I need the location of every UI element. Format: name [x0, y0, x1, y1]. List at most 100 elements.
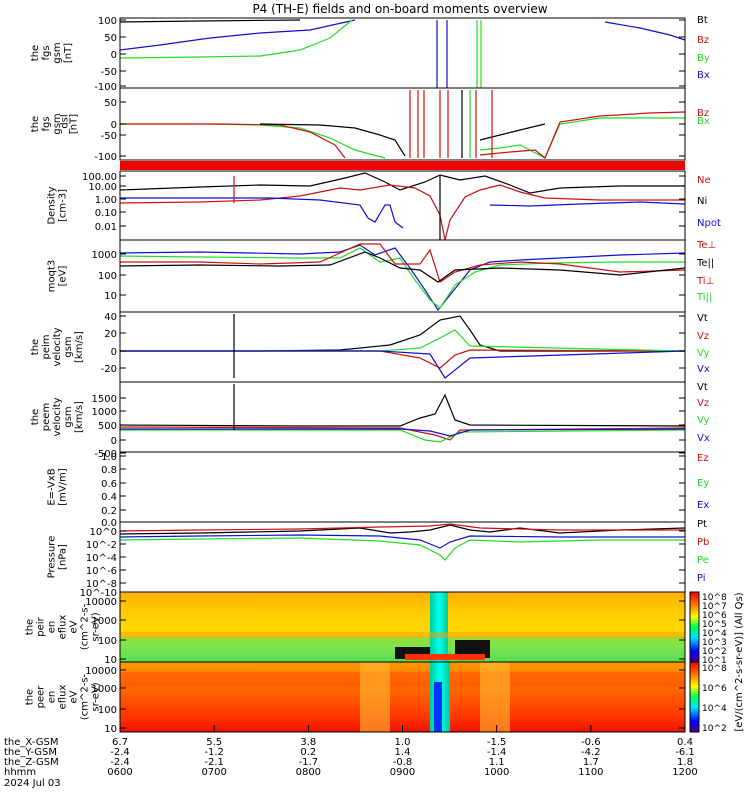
series-bt — [119, 19, 301, 23]
colorbar-tick-label: 10^1 — [702, 656, 727, 666]
y-axis-label: [nPa] — [58, 544, 69, 570]
series-bz — [479, 111, 686, 159]
y-tick-label: 10000 — [85, 597, 117, 608]
y-axis-label: gsm — [63, 406, 74, 427]
y-tick-label: 10 — [104, 291, 117, 302]
colorbar-electron — [689, 661, 700, 733]
series-bx — [120, 123, 386, 159]
series-vt — [120, 315, 685, 352]
y-axis-label: sr-eV) — [91, 682, 102, 711]
ephemeris-value: -0.6 — [581, 737, 601, 748]
y-tick-label: 0.8 — [101, 465, 117, 476]
legend-entry: Pb — [697, 537, 709, 548]
y-tick-label: 10^0 — [90, 527, 117, 538]
ephemeris-value: -4.2 — [581, 747, 601, 758]
ephemeris-value: 0900 — [390, 767, 415, 778]
ephemeris-value: 1.4 — [395, 747, 411, 758]
series-pb — [119, 523, 685, 532]
y-axis-label: gsm — [63, 336, 74, 357]
y-axis-label: [cm-3] — [58, 189, 69, 222]
ephemeris-row-label: the_Z-GSM — [4, 757, 59, 768]
y-tick-label: 10.00 — [88, 182, 117, 193]
legend-entry: Vz — [697, 398, 709, 409]
ephemeris-value: 1200 — [672, 767, 697, 778]
series-ti-perp — [119, 244, 686, 312]
y-tick-label: -100 — [94, 152, 117, 163]
traces — [119, 19, 686, 561]
ion-spectrogram-orange-band — [120, 632, 685, 638]
y-axis-label: the — [25, 619, 36, 635]
panels — [120, 161, 685, 732]
y-tick-label: 1.0 — [101, 452, 117, 463]
y-axis-label: moqt3 — [47, 260, 58, 293]
y-tick-label: 10^-2 — [86, 540, 117, 551]
ion-spectrogram-red-band — [405, 654, 485, 660]
y-axis-label: [nT] — [69, 114, 80, 134]
series-te-par — [119, 251, 686, 283]
y-tick-label: 10^-10 — [80, 588, 117, 599]
ephemeris-value: -0.8 — [393, 757, 413, 768]
legend-entry: Te⊥ — [696, 240, 716, 251]
series-npot — [489, 201, 686, 207]
colorbars: 10^810^710^610^510^410^310^210^110^810^6… — [689, 591, 745, 734]
series-vx — [120, 428, 686, 437]
y-axis-label: the — [30, 409, 41, 425]
y-axis-label: en — [47, 691, 58, 704]
y-tick-label: -50 — [101, 131, 117, 142]
y-axis-label: [eV] — [58, 266, 69, 287]
ephemeris-value: -1.7 — [299, 757, 319, 768]
y-tick-label: 100 — [98, 636, 117, 647]
series-bx — [604, 21, 686, 41]
y-tick-label: 1000 — [92, 407, 117, 418]
ephemeris-value: -2.4 — [110, 747, 130, 758]
series-vy — [120, 429, 686, 443]
panel-frame — [119, 170, 686, 241]
legend-entry: Te|| — [696, 258, 714, 269]
series-vt — [119, 393, 686, 427]
series-ni — [119, 172, 685, 194]
y-axis-label: velocity — [52, 397, 63, 436]
series-pi — [119, 534, 685, 549]
ephemeris-value: -1.2 — [204, 747, 224, 758]
ephemeris-row-label: 2024 Jul 03 — [4, 778, 61, 789]
y-tick-label: -20 — [101, 364, 117, 375]
y-axis-label: the — [30, 339, 41, 355]
legend-entry: Bt — [697, 15, 708, 26]
y-tick-label: 0 — [111, 120, 117, 131]
y-axis-label: _dsl — [60, 114, 71, 134]
legend-entry: Ti⊥ — [696, 276, 714, 287]
legend-entry: Ez — [697, 453, 709, 464]
series-bx — [119, 19, 356, 51]
electron-spectrogram-band — [360, 662, 390, 732]
electron-spectrogram-blue-core — [434, 682, 442, 732]
y-tick-label: 10 — [104, 724, 117, 735]
series-te-perp — [120, 243, 686, 283]
y-tick-label: 0 — [111, 50, 117, 61]
legend-entry: Ne — [697, 175, 711, 186]
y-tick-label: -100 — [94, 82, 117, 93]
y-tick-label: 10^-8 — [86, 579, 117, 590]
axes — [119, 17, 686, 733]
y-axis-label: fgs — [41, 45, 52, 60]
ephemeris-value: 1100 — [578, 767, 603, 778]
ephemeris-value: -1.5 — [487, 737, 507, 748]
y-tick-label: 0.0 — [101, 518, 117, 529]
y-axis-label: E=-VxB — [47, 468, 58, 505]
y-axis-label: the — [30, 116, 41, 132]
colorbar-tick-label: 10^5 — [702, 620, 727, 630]
legend-entry: Ey — [697, 478, 709, 489]
y-axis-label: (cm^2-s- — [80, 603, 91, 650]
y-tick-label: 0 — [111, 436, 117, 447]
y-axis-label: the — [25, 689, 36, 705]
colorbar-tick-label: 10^8 — [702, 664, 727, 674]
y-tick-label: 1000 — [92, 250, 117, 261]
ephemeris-value: 0700 — [201, 767, 226, 778]
colorbar-ion — [689, 591, 700, 663]
legend-entry: By — [697, 53, 710, 64]
legend-entry: Pt — [697, 519, 707, 530]
y-axis-label: eV — [69, 620, 80, 633]
ion-spectrogram-dark-patch — [455, 640, 490, 658]
y-axis-label: eflux — [58, 685, 69, 710]
